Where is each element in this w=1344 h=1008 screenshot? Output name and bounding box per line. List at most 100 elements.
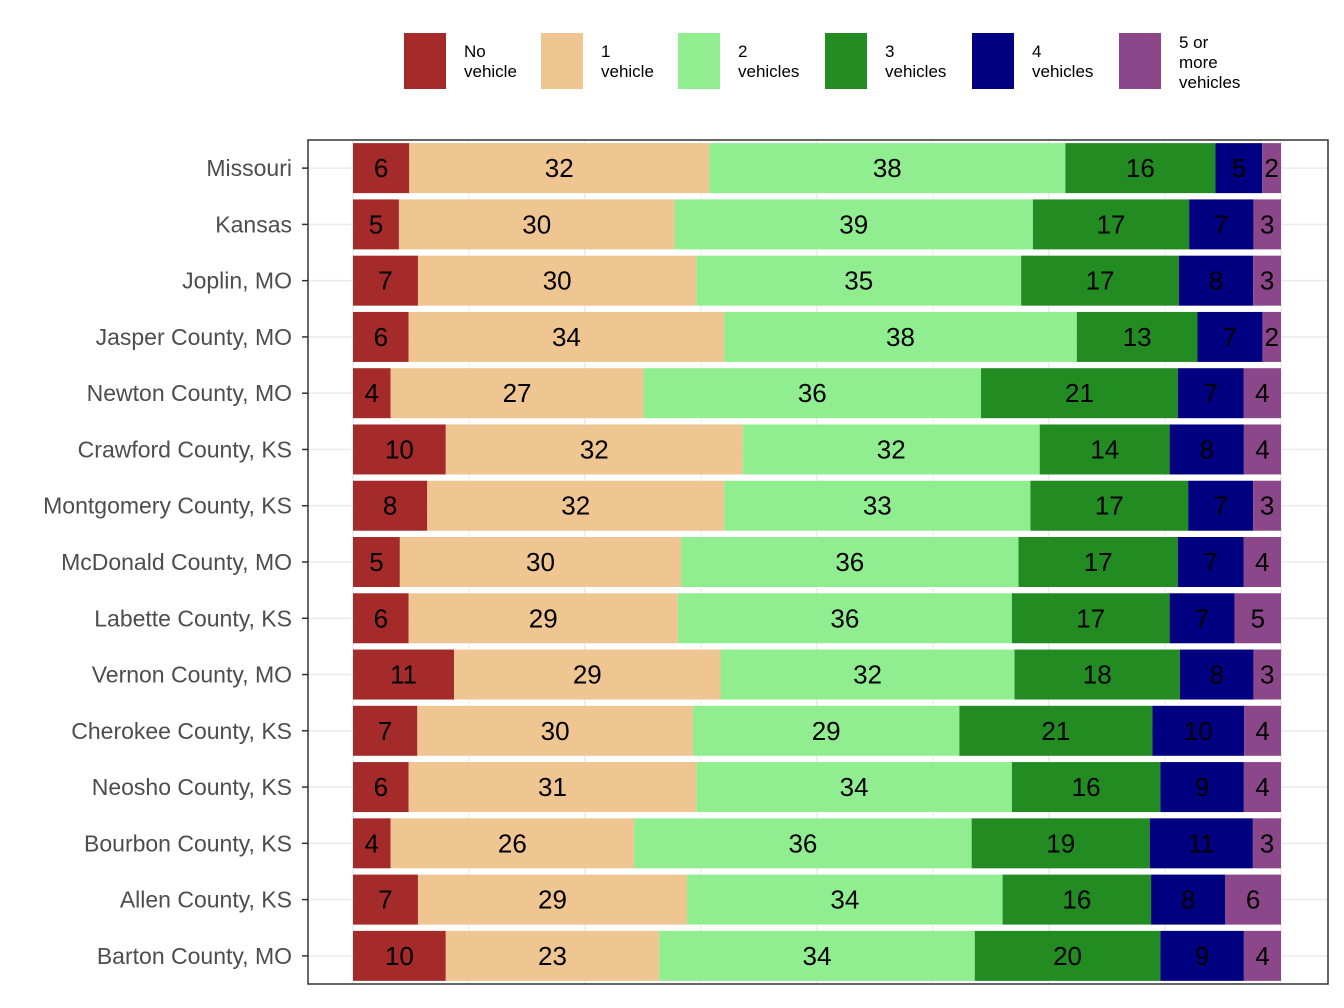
bar-segment [353,311,409,362]
bar-segment [1252,818,1281,869]
legend-item: 5 or more vehicles [1119,33,1259,93]
data-label: 36 [835,547,864,577]
data-label: 29 [573,660,602,690]
bar-segment [417,705,693,756]
data-label: 7 [378,885,392,915]
bar-segment [1011,593,1170,644]
data-label: 9 [1195,772,1209,802]
bar-segment [427,480,725,531]
y-tick-label: Missouri [206,155,292,181]
bar-segment [1076,311,1198,362]
bar-segment [1169,424,1244,475]
bar-segment [643,368,982,419]
data-label: 5 [369,209,383,239]
y-tick-label: Neosho County, KS [92,774,292,800]
legend-item: 4 vehicles [972,33,1119,93]
data-label: 7 [1223,322,1237,352]
bar-segment [353,537,400,587]
data-label: 11 [390,660,417,690]
bar-segment [1243,424,1281,475]
legend-swatch [1119,33,1161,89]
data-label: 7 [1213,491,1227,521]
legend-swatch [541,33,583,89]
data-label: 6 [374,153,388,183]
bar-segment [674,199,1033,250]
legend-label: 4 vehicles [1032,42,1094,81]
bar-segment [454,649,721,700]
legend-swatch [404,33,446,89]
data-label: 34 [830,885,859,915]
bar-segment [1243,930,1281,981]
y-tick-label: Joplin, MO [182,268,292,294]
data-label: 38 [886,322,915,352]
data-label: 35 [844,266,873,296]
data-label: 11 [1188,828,1215,858]
bar-segment [742,424,1040,475]
data-label: 3 [1260,660,1274,690]
bar-segment [408,762,697,813]
data-label: 16 [1126,153,1155,183]
data-label: 21 [1041,716,1070,746]
bar-segment [971,818,1150,869]
legend-swatch [825,33,867,89]
bar-segment [1152,705,1245,756]
bar-segment [1189,199,1254,250]
data-label: 10 [385,941,414,971]
plot-border [307,139,1329,985]
bar-segment [1262,311,1281,362]
bar-segment [353,874,418,925]
data-label: 32 [545,153,574,183]
bar-segment [1253,480,1281,531]
data-label: 16 [1072,772,1101,802]
bar-segment [1002,874,1152,925]
y-tick-label: Montgomery County, KS [43,493,292,519]
data-label: 17 [1086,266,1115,296]
data-label: 6 [374,322,388,352]
data-label: 6 [374,603,388,633]
data-label: 4 [1255,772,1269,802]
data-label: 30 [526,547,555,577]
bar-segment [353,705,418,756]
bar-segment [353,199,399,250]
y-tick-label: Kansas [215,211,292,237]
data-label: 3 [1260,828,1274,858]
bar-segment [1188,480,1254,531]
bar-segment [390,368,644,419]
bar-segment [696,255,1022,306]
bar-segment [353,424,446,475]
bar-segment [353,368,391,419]
bar-segment [417,255,697,306]
bar-segment [634,818,972,869]
data-label: 17 [1095,491,1124,521]
data-label: 19 [1046,828,1075,858]
bar-segment [1253,255,1281,306]
data-label: 7 [1203,378,1217,408]
bar-segment [1225,874,1281,925]
bar-segment [724,480,1031,531]
bar-segment [1177,537,1244,587]
y-tick-label: Allen County, KS [120,887,292,913]
bar-segment [408,311,725,362]
bar-segment [720,649,1015,700]
data-label: 17 [1097,209,1126,239]
y-tick-label: Barton County, MO [97,943,292,969]
legend-item: No vehicle [404,33,541,93]
data-label: 7 [378,716,392,746]
bar-segment [1151,874,1226,925]
data-label: 29 [529,603,558,633]
bar-segment [353,255,418,306]
data-label: 32 [580,434,609,464]
data-label: 30 [541,716,570,746]
bar-segment [1018,537,1178,587]
legend-swatch [678,33,720,89]
data-label: 32 [877,434,906,464]
data-label: 39 [839,209,868,239]
data-label: 4 [1255,716,1269,746]
bar-segment [353,930,446,981]
legend-label: No vehicle [464,42,517,81]
bar-segment [1243,368,1281,419]
data-label: 8 [1209,660,1223,690]
bar-segment [1244,705,1281,756]
bar-segment [1032,199,1190,250]
data-label: 30 [522,209,551,239]
